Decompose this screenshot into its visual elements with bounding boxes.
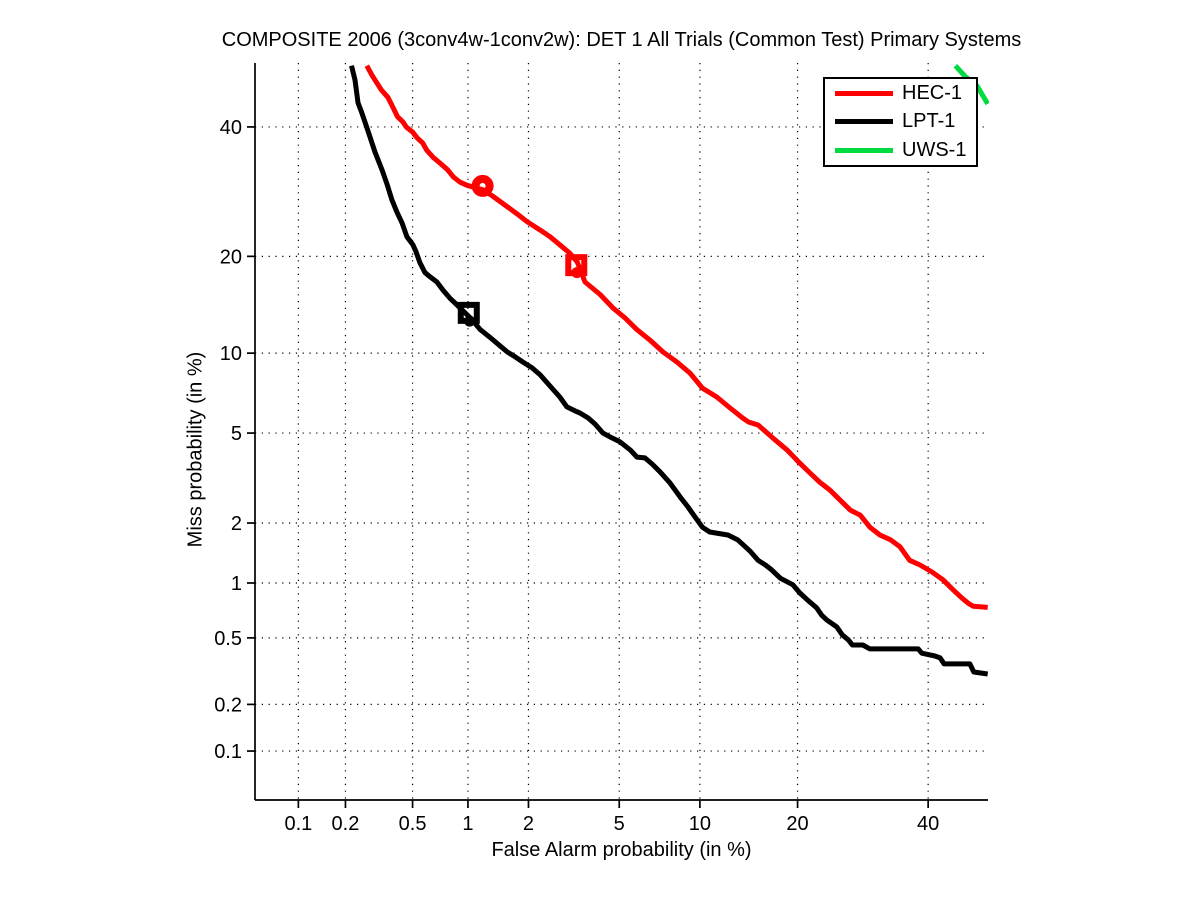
- y-tick-label-5: 5: [231, 423, 242, 445]
- dot-marker-hec-1: [571, 267, 583, 279]
- y-tick-label-10: 10: [220, 343, 242, 365]
- legend-label-uws-1: UWS-1: [902, 139, 967, 162]
- y-tick-label-2: 2: [231, 513, 242, 535]
- y-tick-label-0.5: 0.5: [214, 628, 242, 650]
- y-tick-label-0.2: 0.2: [214, 694, 242, 716]
- circle-marker-hec-1: [471, 174, 494, 197]
- y-tick-label-1: 1: [231, 573, 242, 595]
- tick-labels: 0.1 0.2 0.5 1 2 5 10 20 40 40 20 10 5 2 1 0.5 0.2 0.1: [214, 117, 939, 835]
- y-tick-label-0.1: 0.1: [214, 741, 242, 763]
- x-tick-label-0.2: 0.2: [332, 813, 360, 835]
- det-curve-lpt-1: [349, 65, 989, 677]
- x-tick-label-1: 1: [462, 813, 473, 835]
- x-axis-label: False Alarm probability (in %): [491, 839, 752, 861]
- legend-label-lpt-1: LPT-1: [902, 110, 956, 133]
- x-tick-label-0.5: 0.5: [399, 813, 427, 835]
- legend-label-hec-1: HEC-1: [902, 81, 963, 104]
- dot-marker-lpt-1: [464, 315, 476, 327]
- x-tick-label-20: 20: [786, 813, 808, 835]
- axes: [247, 63, 988, 808]
- legend-line-swatch-uws-1: [835, 148, 893, 154]
- legend-line-swatch-lpt-1: [835, 119, 893, 125]
- legend-item-lpt-1: LPT-1: [825, 108, 976, 136]
- legend: HEC-1 LPT-1 UWS-1: [823, 77, 978, 167]
- chart-title: COMPOSITE 2006 (3conv4w-1conv2w): DET 1 …: [221, 29, 1022, 51]
- x-tick-label-10: 10: [689, 813, 711, 835]
- det-curves: [349, 64, 989, 677]
- legend-line-swatch-hec-1: [835, 90, 893, 96]
- x-tick-label-2: 2: [523, 813, 534, 835]
- x-tick-label-40: 40: [917, 813, 939, 835]
- x-tick-label-5: 5: [614, 813, 625, 835]
- grid: [255, 63, 988, 800]
- y-tick-label-20: 20: [220, 246, 242, 268]
- x-tick-label-0.1: 0.1: [284, 813, 312, 835]
- legend-item-hec-1: HEC-1: [825, 79, 976, 107]
- legend-item-uws-1: UWS-1: [825, 137, 976, 165]
- det-curve-hec-1: [364, 64, 988, 610]
- y-axis-label: Miss probability (in %): [184, 351, 207, 548]
- y-tick-label-40: 40: [220, 117, 242, 139]
